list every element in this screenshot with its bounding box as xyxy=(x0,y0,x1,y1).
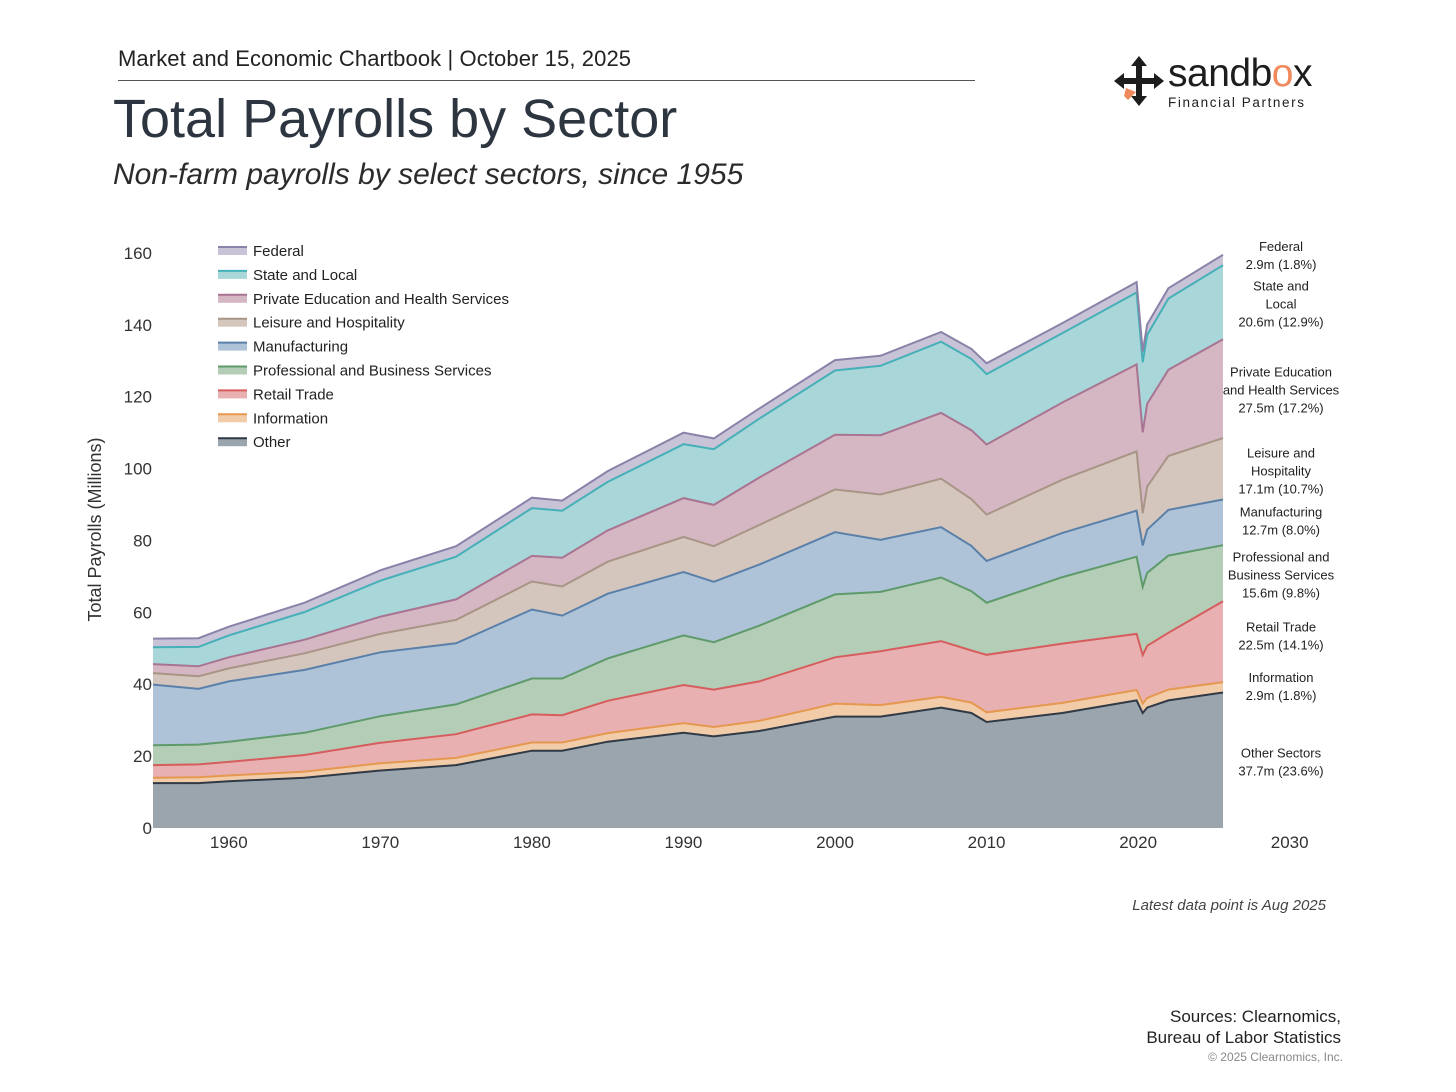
right-label-professional-and-0: Professional and xyxy=(1233,550,1330,565)
x-tick-1980: 1980 xyxy=(513,833,551,852)
legend-swatch-retail-trade xyxy=(218,390,247,399)
y-tick-120: 120 xyxy=(124,388,152,407)
header-divider xyxy=(118,80,975,81)
y-tick-160: 160 xyxy=(124,244,152,263)
right-label-private-education-2: 27.5m (17.2%) xyxy=(1238,401,1323,416)
y-tick-80: 80 xyxy=(133,531,152,550)
legend-label-private-education-and-health-services: Private Education and Health Services xyxy=(253,291,509,308)
sources: Sources: Clearnomics, Bureau of Labor St… xyxy=(1146,1006,1341,1048)
line-information xyxy=(152,681,1224,779)
legend-swatch-federal xyxy=(218,247,247,255)
line-leisure-and-hospitality xyxy=(152,437,1224,678)
x-tick-1970: 1970 xyxy=(361,833,399,852)
logo-arrows-icon xyxy=(1114,56,1164,106)
x-tick-2020: 2020 xyxy=(1119,833,1157,852)
page-subtitle: Non-farm payrolls by select sectors, sin… xyxy=(113,158,744,191)
legend-label-information: Information xyxy=(253,410,328,427)
right-label-manufacturing-0: Manufacturing xyxy=(1240,505,1322,520)
right-label-professional-and-2: 15.6m (9.8%) xyxy=(1242,586,1320,601)
y-tick-100: 100 xyxy=(124,460,152,479)
sources-line-2: Bureau of Labor Statistics xyxy=(1146,1028,1341,1047)
area-leisure-and-hospitality xyxy=(153,438,1223,689)
x-tick-2030: 2030 xyxy=(1271,833,1309,852)
legend-swatch-other xyxy=(218,438,247,447)
right-label-information-1: 2.9m (1.8%) xyxy=(1246,688,1317,703)
line-manufacturing xyxy=(152,498,1224,690)
legend-label-retail-trade: Retail Trade xyxy=(253,386,334,403)
legend-label-other: Other xyxy=(253,434,291,451)
legend-label-federal: Federal xyxy=(253,243,304,260)
right-label-leisure-and-1: Hospitality xyxy=(1251,463,1311,478)
right-label-leisure-and-2: 17.1m (10.7%) xyxy=(1238,481,1323,496)
sandbox-logo: sandbox Financial Partners xyxy=(1114,52,1344,118)
y-axis-label: Total Payrolls (Millions) xyxy=(85,437,105,621)
x-tick-2000: 2000 xyxy=(816,833,854,852)
x-tick-1960: 1960 xyxy=(210,833,248,852)
right-label-other-sectors-1: 37.7m (23.6%) xyxy=(1238,764,1323,779)
legend-swatch-manufacturing xyxy=(218,342,247,351)
y-tick-40: 40 xyxy=(133,675,152,694)
right-label-federal-0: Federal xyxy=(1259,239,1303,254)
right-label-manufacturing-1: 12.7m (8.0%) xyxy=(1242,523,1320,538)
copyright: © 2025 Clearnomics, Inc. xyxy=(1208,1050,1343,1064)
line-federal xyxy=(152,253,1224,640)
right-label-state-and-2: 20.6m (12.9%) xyxy=(1238,314,1323,329)
right-label-other-sectors-0: Other Sectors xyxy=(1241,746,1322,761)
logo-tagline: Financial Partners xyxy=(1168,95,1306,110)
legend-swatch-information xyxy=(218,414,247,423)
right-label-professional-and-1: Business Services xyxy=(1228,568,1335,583)
y-tick-20: 20 xyxy=(133,747,152,766)
right-label-leisure-and-0: Leisure and xyxy=(1247,445,1315,460)
legend-swatch-professional-and-business-services xyxy=(218,366,247,375)
legend-swatch-state-and-local xyxy=(218,270,247,279)
logo-wordmark: sandbox xyxy=(1168,52,1312,95)
legend-swatch-leisure-and-hospitality xyxy=(218,318,247,327)
right-label-state-and-1: Local xyxy=(1265,296,1296,311)
right-label-information-0: Information xyxy=(1248,670,1313,685)
right-label-private-education-1: and Health Services xyxy=(1223,383,1340,398)
line-retail-trade xyxy=(152,600,1224,767)
line-other xyxy=(153,691,1224,785)
line-professional-and-business-services xyxy=(152,544,1224,747)
x-tick-1990: 1990 xyxy=(665,833,703,852)
right-label-retail-trade-1: 22.5m (14.1%) xyxy=(1238,638,1323,653)
right-label-retail-trade-0: Retail Trade xyxy=(1246,620,1316,635)
area-private-education-and-health-services xyxy=(153,339,1223,677)
right-label-state-and-0: State and xyxy=(1253,278,1309,293)
page-title: Total Payrolls by Sector xyxy=(113,89,678,149)
sources-line-1: Sources: Clearnomics, xyxy=(1169,1007,1341,1026)
legend-label-state-and-local: State and Local xyxy=(253,267,357,284)
latest-data-note: Latest data point is Aug 2025 xyxy=(1132,897,1326,914)
area-state-and-local xyxy=(153,265,1223,667)
x-tick-2010: 2010 xyxy=(968,833,1006,852)
legend-label-leisure-and-hospitality: Leisure and Hospitality xyxy=(253,315,405,332)
y-tick-60: 60 xyxy=(133,603,152,622)
legend-label-manufacturing: Manufacturing xyxy=(253,339,348,356)
legend-swatch-private-education-and-health-services xyxy=(218,294,247,303)
area-other xyxy=(153,692,1223,828)
right-label-federal-1: 2.9m (1.8%) xyxy=(1246,257,1317,272)
y-tick-0: 0 xyxy=(143,819,152,838)
y-tick-140: 140 xyxy=(124,316,152,335)
chartbook-header: Market and Economic Chartbook | October … xyxy=(118,46,632,71)
right-label-private-education-0: Private Education xyxy=(1230,365,1332,380)
line-private-education-and-health-services xyxy=(152,338,1224,668)
legend-label-professional-and-business-services: Professional and Business Services xyxy=(253,363,491,380)
area-retail-trade xyxy=(153,601,1223,778)
area-manufacturing xyxy=(153,499,1223,746)
